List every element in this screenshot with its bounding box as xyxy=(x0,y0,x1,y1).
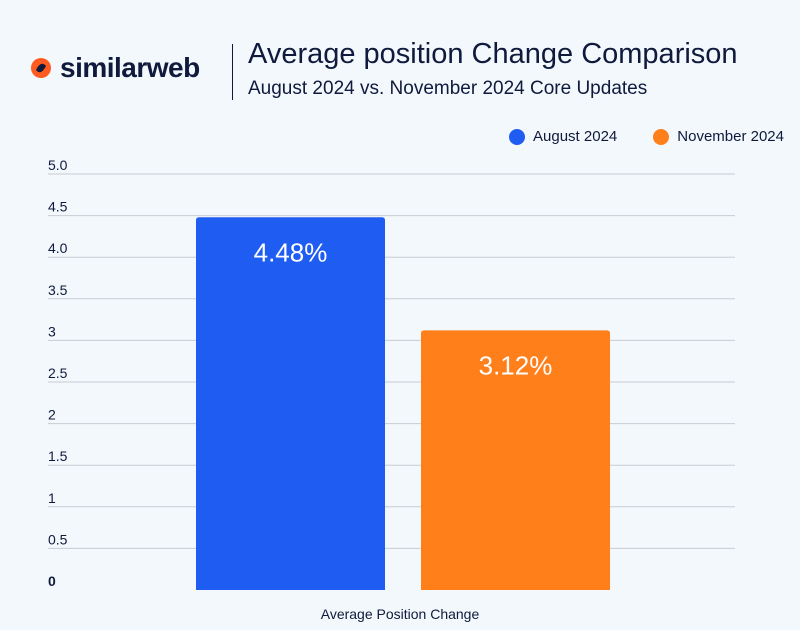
brand: similarweb xyxy=(30,52,200,84)
bar-data-label: 4.48% xyxy=(254,237,328,267)
legend-item-november: November 2024 xyxy=(653,128,784,145)
legend-label-august: August 2024 xyxy=(533,128,618,145)
y-tick-label: 4.0 xyxy=(48,240,68,256)
y-tick-label: 1 xyxy=(48,490,56,506)
y-tick-label: 0 xyxy=(48,573,56,589)
y-tick-label: 3 xyxy=(48,323,56,339)
bar-august-2024 xyxy=(196,217,385,590)
bar-november-2024 xyxy=(421,330,610,590)
chart-subtitle: August 2024 vs. November 2024 Core Updat… xyxy=(248,78,648,99)
header-divider xyxy=(232,44,233,100)
legend-label-november: November 2024 xyxy=(677,128,784,145)
y-tick-label: 4.5 xyxy=(48,199,68,215)
legend-dot-august xyxy=(509,128,526,145)
legend: August 2024 November 2024 xyxy=(509,128,784,145)
chart-title: Average position Change Comparison xyxy=(248,38,738,70)
y-tick-label: 2 xyxy=(48,407,56,423)
y-tick-label: 3.5 xyxy=(48,282,68,298)
brand-name: similarweb xyxy=(60,52,200,83)
legend-dot-november xyxy=(653,128,670,145)
similarweb-logo-icon xyxy=(31,58,51,78)
legend-item-august: August 2024 xyxy=(509,128,617,145)
y-tick-label: 0.5 xyxy=(48,531,68,547)
y-tick-label: 2.5 xyxy=(48,365,68,381)
bar-data-label: 3.12% xyxy=(479,350,553,380)
y-tick-label: 5.0 xyxy=(48,157,68,173)
x-axis-label: Average Position Change xyxy=(320,606,480,622)
y-tick-label: 1.5 xyxy=(48,448,68,464)
